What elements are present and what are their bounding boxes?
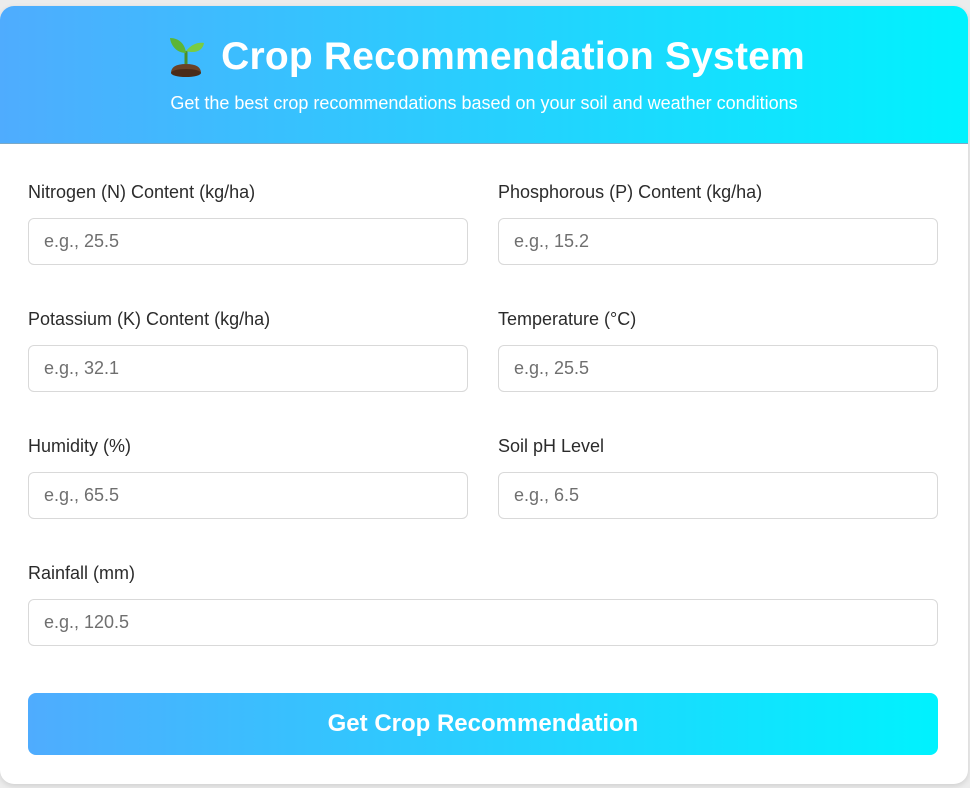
get-recommendation-button[interactable]: Get Crop Recommendation — [28, 693, 938, 755]
temperature-label: Temperature (°C) — [498, 309, 637, 329]
temperature-field-group: Temperature (°C) — [498, 308, 938, 392]
humidity-label: Humidity (%) — [28, 436, 132, 456]
sprout-icon — [170, 37, 205, 77]
ph-input[interactable] — [498, 472, 938, 519]
potassium-label: Potassium (K) Content (kg/ha) — [28, 309, 271, 329]
nitrogen-label: Nitrogen (N) Content (kg/ha) — [28, 182, 256, 202]
nitrogen-field-group: Nitrogen (N) Content (kg/ha) — [28, 181, 468, 265]
phosphorous-input[interactable] — [498, 218, 938, 265]
header-banner: Crop Recommendation System Get the best … — [0, 6, 968, 144]
humidity-field-group: Humidity (%) — [28, 435, 468, 519]
phosphorous-field-group: Phosphorous (P) Content (kg/ha) — [498, 181, 938, 265]
recommendation-card: Crop Recommendation System Get the best … — [0, 6, 968, 784]
title-text: Crop Recommendation System — [221, 35, 805, 78]
ph-field-group: Soil pH Level — [498, 435, 938, 519]
phosphorous-label: Phosphorous (P) Content (kg/ha) — [498, 182, 763, 202]
ph-label: Soil pH Level — [498, 436, 605, 456]
rainfall-field-group: Rainfall (mm) — [28, 562, 938, 646]
potassium-input[interactable] — [28, 345, 468, 392]
rainfall-input[interactable] — [28, 599, 938, 646]
temperature-input[interactable] — [498, 345, 938, 392]
rainfall-label: Rainfall (mm) — [28, 563, 136, 583]
nitrogen-input[interactable] — [28, 218, 468, 265]
page-title: Crop Recommendation System — [0, 6, 968, 80]
page-subtitle: Get the best crop recommendations based … — [170, 93, 798, 113]
potassium-field-group: Potassium (K) Content (kg/ha) — [28, 308, 468, 392]
humidity-input[interactable] — [28, 472, 468, 519]
